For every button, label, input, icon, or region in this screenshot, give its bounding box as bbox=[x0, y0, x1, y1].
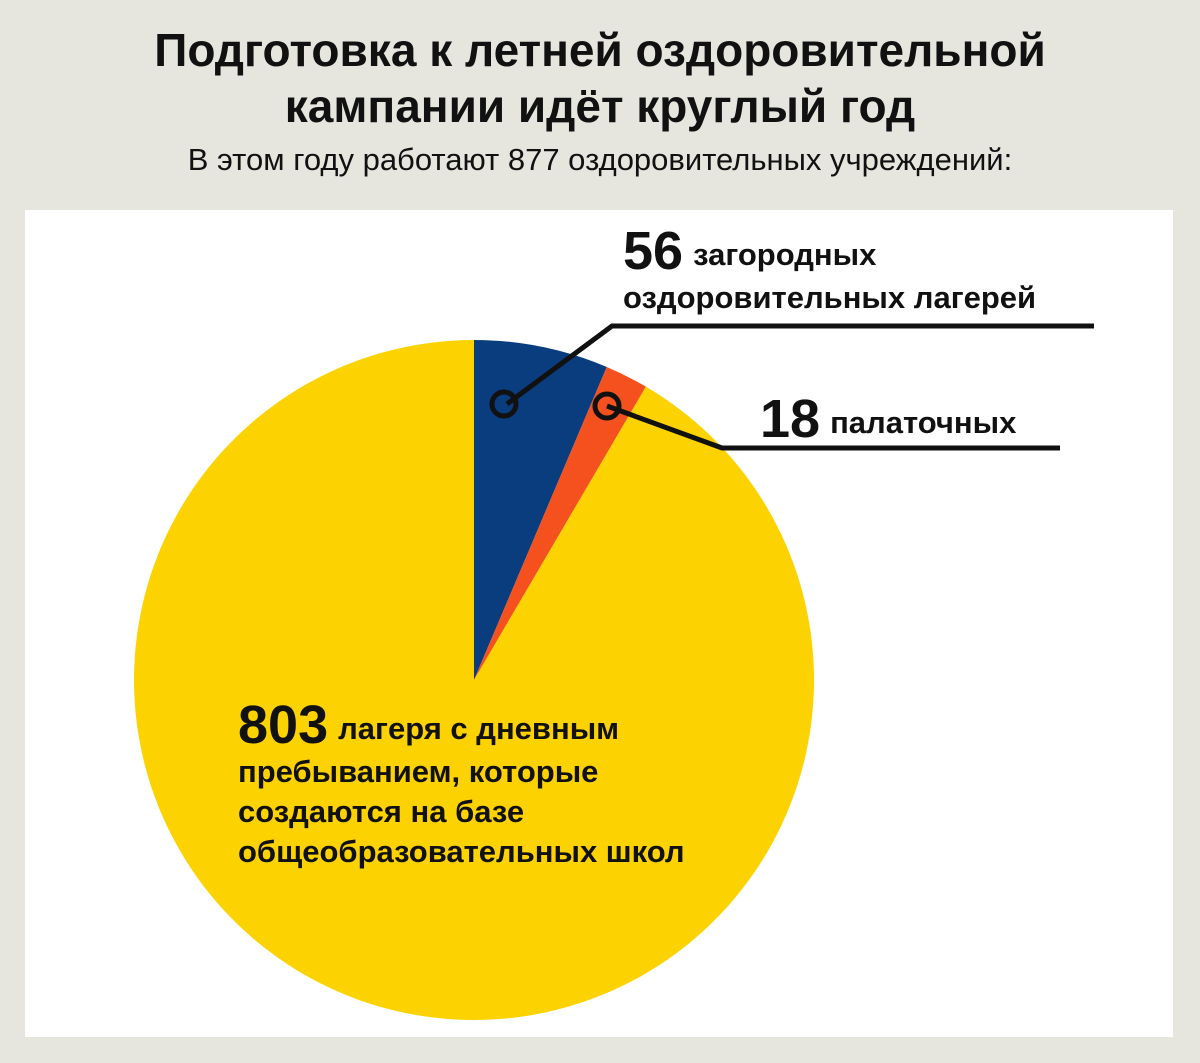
pie-slice-tent bbox=[474, 367, 646, 680]
slice-label-country: 56 загородных оздоровительных лагерей bbox=[623, 224, 1036, 318]
subtitle: В этом году работают 877 оздоровительных… bbox=[187, 142, 1013, 177]
slice-text-day-4: общеобразовательных школ bbox=[238, 834, 685, 869]
slice-text-country-2: оздоровительных лагерей bbox=[623, 280, 1037, 315]
slice-value-country: 56 bbox=[623, 221, 684, 281]
title-line-1: Подготовка к летней оздоровительной bbox=[154, 24, 1046, 76]
slice-label-day: 803 лагеря с дневным пребыванием, которые… bbox=[238, 698, 798, 872]
title-line-2: кампании идёт круглый год bbox=[284, 80, 916, 132]
slice-value-day: 803 bbox=[238, 695, 329, 755]
slice-text-day-2: пребыванием, которые bbox=[238, 754, 599, 789]
slice-text-country-1: загородных bbox=[693, 237, 877, 272]
slice-value-tent: 18 bbox=[760, 389, 821, 449]
leader-marker-country bbox=[489, 389, 519, 419]
slice-text-tent-1: палаточных bbox=[830, 405, 1017, 440]
page-title: Подготовка к летней оздоровительной камп… bbox=[0, 22, 1200, 134]
slice-label-tent: 18 палаточных bbox=[760, 392, 1016, 446]
leader-marker-tent bbox=[592, 391, 622, 421]
slice-text-day-1: лагеря с дневным bbox=[338, 711, 620, 746]
pie-slice-country bbox=[474, 340, 607, 680]
pie-slice-day bbox=[134, 340, 815, 1020]
leader-line-country bbox=[505, 323, 1094, 407]
leader-line-tent bbox=[606, 403, 1060, 451]
slice-text-day-3: создаются на базе bbox=[238, 794, 525, 829]
